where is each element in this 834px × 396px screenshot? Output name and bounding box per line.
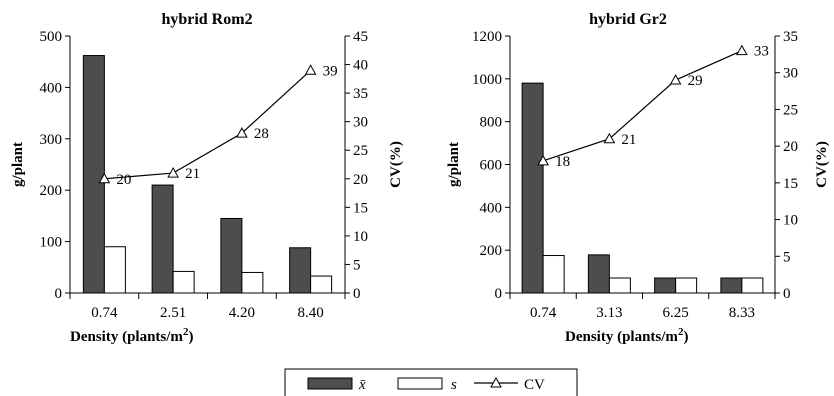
- x-tick-label: 0.74: [91, 305, 118, 321]
- y2-tick-label: 5: [353, 257, 361, 273]
- bar-sd: [103, 246, 126, 294]
- y-tick-label: 1200: [472, 29, 502, 45]
- bar-mean: [82, 55, 105, 294]
- legend-swatch-mean: [307, 377, 353, 390]
- legend: x̄ s CV: [284, 368, 578, 396]
- cv-data-label: 21: [621, 132, 636, 148]
- chart-panel-1: hybrid Rom2 0 100 200 300 400 500 0 5 10 15 20 25 30 3…: [10, 11, 404, 345]
- y-axis-label: g/plant: [446, 142, 462, 187]
- cv-marker: [736, 44, 748, 56]
- x-tick-label: 8.33: [729, 305, 755, 321]
- legend-swatch-sd: [397, 377, 443, 390]
- y-tick-label: 500: [40, 29, 63, 45]
- y2-tick-label: 30: [353, 115, 368, 131]
- y-tick-label: 300: [40, 132, 63, 148]
- y2-tick-label: 35: [783, 29, 798, 45]
- bar-mean: [720, 277, 743, 294]
- cv-marker: [603, 132, 616, 144]
- bar-mean: [151, 184, 174, 294]
- y2-axis-label: CV(%): [814, 141, 830, 188]
- cv-data-label: 20: [116, 172, 131, 188]
- y2-tick-label: 0: [783, 286, 791, 302]
- y2-tick-label: 5: [783, 249, 791, 265]
- cv-marker: [669, 74, 682, 85]
- y2-tick-label: 25: [783, 102, 798, 118]
- cv-data-label: 18: [555, 154, 570, 170]
- y-tick-label: 200: [40, 183, 63, 199]
- y2-tick-label: 30: [783, 66, 798, 82]
- cv-data-label: 39: [323, 63, 338, 79]
- x-tick-label: 6.25: [663, 305, 689, 321]
- y-tick-label: 600: [480, 158, 503, 174]
- bar-sd: [542, 255, 565, 294]
- bar-mean: [654, 277, 677, 294]
- x-axis-label: Density (plants/m2): [565, 326, 688, 345]
- bar-sd: [172, 270, 195, 294]
- y-tick-label: 200: [480, 243, 503, 259]
- cv-line: [542, 50, 743, 162]
- legend-label-sd: s: [451, 377, 457, 393]
- y2-tick-label: 25: [353, 143, 368, 159]
- x-tick-label: 3.13: [596, 305, 622, 321]
- bar-sd: [675, 277, 698, 294]
- cv-data-label: 21: [185, 166, 200, 182]
- y2-tick-label: 10: [353, 229, 368, 245]
- y-tick-label: 400: [40, 80, 63, 96]
- x-tick-label: 0.74: [530, 305, 557, 321]
- y2-tick-label: 15: [353, 200, 368, 216]
- y2-axis-label: CV(%): [388, 141, 404, 188]
- bar-sd: [608, 277, 631, 294]
- y2-tick-label: 20: [783, 139, 798, 155]
- y-tick-label: 800: [480, 115, 503, 131]
- legend-label-cv: CV: [524, 377, 545, 393]
- legend-swatch-cv-marker: [490, 376, 502, 388]
- y2-tick-label: 40: [353, 58, 368, 74]
- x-tick-label: 2.51: [160, 305, 186, 321]
- bar-mean: [521, 82, 544, 294]
- y-tick-label: 100: [40, 235, 63, 251]
- cv-marker: [167, 167, 179, 178]
- bar-mean: [289, 247, 312, 294]
- y-tick-label: 1000: [472, 72, 502, 88]
- y-tick-label: 0: [495, 286, 503, 302]
- legend-label-mean: x̄: [358, 377, 366, 393]
- y2-tick-label: 0: [353, 286, 361, 302]
- x-tick-label: 4.20: [229, 305, 255, 321]
- cv-line: [104, 69, 312, 180]
- y2-tick-label: 45: [353, 29, 368, 45]
- bar-mean: [220, 217, 243, 294]
- chart-title: hybrid Rom2: [161, 11, 252, 28]
- bar-mean: [587, 254, 610, 294]
- y2-tick-label: 15: [783, 176, 798, 192]
- y-tick-label: 400: [480, 200, 503, 216]
- cv-marker: [537, 154, 549, 166]
- cv-data-label: 33: [754, 44, 769, 60]
- cv-marker: [98, 172, 111, 184]
- y2-tick-label: 35: [353, 86, 368, 102]
- cv-marker: [236, 127, 248, 138]
- cv-data-label: 29: [688, 73, 703, 89]
- bar-sd: [741, 277, 764, 294]
- bar-sd: [241, 271, 264, 294]
- cv-marker: [304, 64, 317, 75]
- x-axis-label: Density (plants/m2): [70, 326, 193, 345]
- x-tick-label: 8.40: [298, 305, 324, 321]
- chart-panel-2: hybrid Gr2 0 200 400 600 800 1000 1200 0 5 10 15 20 2…: [446, 11, 830, 345]
- bar-sd: [310, 275, 333, 294]
- y-tick-label: 0: [55, 286, 63, 302]
- cv-data-label: 28: [254, 126, 269, 142]
- y2-tick-label: 20: [353, 172, 368, 188]
- y2-tick-label: 10: [783, 213, 798, 229]
- y-axis-label: g/plant: [10, 142, 26, 187]
- chart-title: hybrid Gr2: [589, 11, 667, 28]
